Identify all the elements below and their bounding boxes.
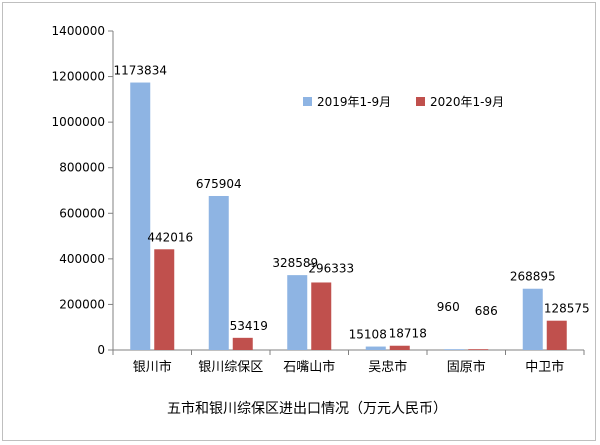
bar-2019 (208, 195, 229, 350)
x-category-label: 固原市 (447, 359, 486, 375)
chart-frame (2, 2, 596, 441)
legend-label: 2019年1-9月 (317, 95, 391, 109)
data-label: 960 (437, 300, 460, 314)
data-label: 15108 (349, 328, 387, 342)
legend-swatch (416, 97, 425, 106)
y-tick-label: 200000 (59, 297, 105, 311)
bar-2020 (311, 282, 332, 350)
data-label: 18718 (389, 327, 427, 341)
data-label: 1173834 (114, 64, 167, 78)
y-tick-label: 1400000 (52, 24, 105, 38)
y-tick-label: 400000 (59, 252, 105, 266)
bar-2020 (389, 345, 410, 350)
bar-2019 (444, 349, 465, 350)
bar-2020 (468, 349, 489, 350)
x-category-label: 中卫市 (525, 359, 564, 375)
bar-2020 (154, 249, 175, 350)
x-category-label: 石嘴山市 (283, 359, 335, 375)
bar-2019 (522, 288, 543, 350)
y-tick-label: 800000 (59, 161, 105, 175)
x-category-label: 银川综保区 (198, 360, 263, 375)
x-category-label: 吴忠市 (368, 359, 407, 375)
bar-2020 (546, 320, 567, 350)
data-label: 296333 (308, 261, 354, 275)
bar-2019 (130, 82, 151, 350)
data-label: 442016 (147, 230, 193, 244)
data-label: 675904 (196, 177, 242, 191)
legend-label: 2020年1-9月 (430, 95, 504, 109)
y-tick-label: 1000000 (52, 115, 105, 129)
bar-2020 (232, 337, 253, 350)
data-label: 128575 (544, 302, 590, 316)
bar-2019 (287, 275, 308, 350)
bar-2019 (365, 346, 386, 350)
data-label: 53419 (230, 319, 268, 333)
y-tick-label: 0 (97, 343, 105, 357)
chart-title: 五市和银川综保区进出口情况（万元人民币） (167, 400, 447, 417)
x-category-label: 银川市 (133, 359, 172, 375)
data-label: 686 (475, 304, 498, 318)
data-label: 268895 (510, 270, 556, 284)
y-tick-label: 600000 (59, 206, 105, 220)
y-tick-label: 1200000 (52, 70, 105, 84)
data-label: 328589 (272, 256, 318, 270)
legend-swatch (303, 97, 312, 106)
